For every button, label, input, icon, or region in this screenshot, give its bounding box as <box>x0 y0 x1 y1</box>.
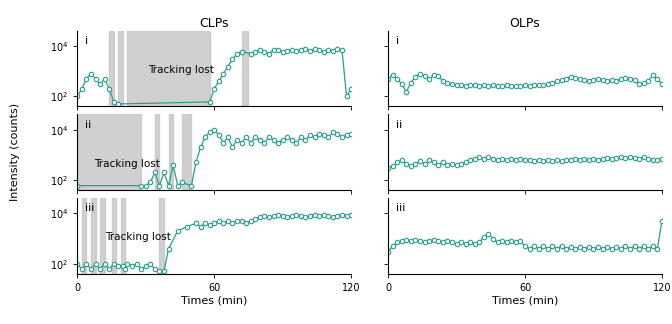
Bar <box>77 114 141 190</box>
Bar <box>100 198 105 274</box>
X-axis label: Times (min): Times (min) <box>181 295 247 306</box>
Bar <box>121 198 125 274</box>
Text: iii: iii <box>396 203 406 214</box>
Text: iii: iii <box>85 203 95 214</box>
Bar <box>118 31 123 106</box>
Text: ii: ii <box>396 120 403 130</box>
Bar <box>128 31 210 106</box>
Title: CLPs: CLPs <box>200 17 229 29</box>
Bar <box>159 198 164 274</box>
Bar <box>91 198 95 274</box>
Bar <box>82 198 87 274</box>
Title: OLPs: OLPs <box>509 17 540 29</box>
Bar <box>110 31 114 106</box>
X-axis label: Times (min): Times (min) <box>492 295 558 306</box>
Text: Tracking lost: Tracking lost <box>105 233 171 242</box>
Text: Tracking lost: Tracking lost <box>149 65 214 75</box>
Bar <box>242 31 249 106</box>
Text: Intensity (counts): Intensity (counts) <box>10 103 19 201</box>
Bar <box>112 198 116 274</box>
Text: i: i <box>396 36 399 46</box>
Text: Tracking lost: Tracking lost <box>93 159 159 168</box>
Bar <box>169 114 173 190</box>
Text: i: i <box>85 36 89 46</box>
Text: ii: ii <box>85 120 92 130</box>
Bar <box>155 114 159 190</box>
Bar <box>182 114 192 190</box>
